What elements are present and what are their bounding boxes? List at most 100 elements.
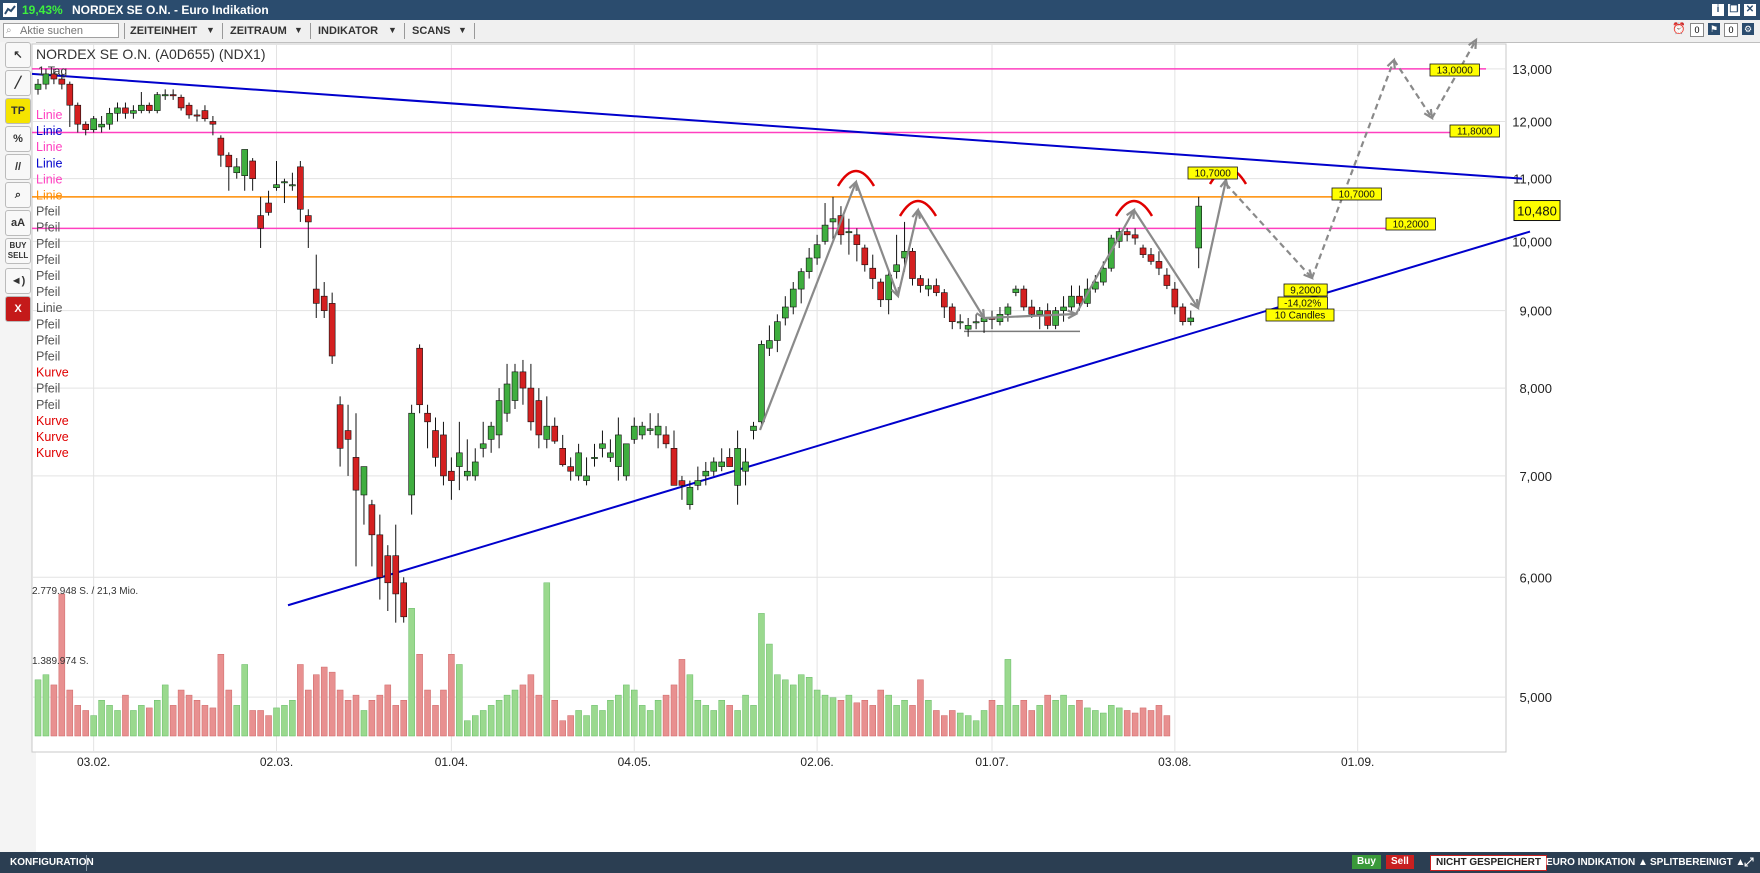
candle-body [193,114,201,117]
x-tick-label: 03.02. [77,755,110,769]
konfiguration-button[interactable]: KONFIGURATION [10,857,94,868]
volume-bar [50,684,58,737]
sound-tool[interactable]: ◄) [5,268,31,294]
settings-icon[interactable]: ⚙ [1742,23,1754,35]
candle-body [1155,261,1163,269]
candle-body [408,412,415,496]
volume-bar [1115,707,1123,737]
delete-tool[interactable]: X [5,296,31,322]
pattern-arrow [917,209,985,319]
candle-body [66,83,74,106]
euro-indikation-menu[interactable]: EURO INDIKATION ▲ [1546,857,1648,868]
last-price-box [1513,200,1561,222]
line-tool[interactable]: ╱ [5,70,31,96]
volume-bar [146,707,153,737]
volume-bar [591,705,598,737]
volume-bar [1147,710,1155,737]
legend-item: Kurve [36,430,69,444]
candle-body [1068,295,1075,308]
candle-body [138,104,145,111]
pattern-arrow [983,312,1077,320]
volume-bar [42,674,50,737]
expand-icon[interactable]: ⤢ [1744,855,1754,869]
volume-bar [654,699,662,737]
alarm-icon[interactable]: ⏰ [1672,23,1686,35]
price-chart[interactable]: 03.02. 02.03. 01.04. 04.05. 02.06. 01.07. 03.0… [0,0,1760,852]
volume-bar [750,705,757,737]
save-status-badge[interactable]: NICHT GESPEICHERT [1430,855,1548,871]
legend-item: Pfeil [36,350,60,364]
candle-body [1084,288,1091,304]
chevron-down-icon[interactable]: ▼ [388,25,397,35]
volume-bar [448,654,455,737]
percent-tool[interactable]: % [5,126,31,152]
info-button[interactable]: i [1712,4,1724,16]
candle-body [1020,288,1028,308]
candle-body [1076,295,1083,304]
volume-bar [352,694,360,737]
candle-body [1147,254,1155,262]
flag-icon[interactable]: ⚑ [1708,23,1720,35]
splitbereinigt-menu[interactable]: SPLITBEREINIGT ▲ [1650,857,1746,868]
buy-sell-tool[interactable]: BUY SELL [5,238,31,264]
legend-item: Pfeil [36,333,60,347]
candle-body [368,504,376,536]
cursor-tool[interactable]: ↖ [5,42,31,68]
annotation-label: 13,0000 [1437,66,1474,77]
buy-button[interactable]: Buy [1352,855,1381,869]
legend-item: Linie [36,140,62,154]
candle-body [845,231,853,234]
volume-bar [360,710,368,737]
menu-indikator[interactable]: INDIKATOR [318,25,379,37]
volume-bar [487,705,495,737]
close-button[interactable]: ✕ [1744,4,1756,16]
volume-bar [313,674,320,737]
candle-body [861,247,869,266]
candle-body [50,73,58,80]
candle-body [265,202,272,213]
volume-bar [154,699,161,737]
volume-bar [567,715,574,737]
candle-body [662,434,670,445]
zoom-tool[interactable]: ⌕ [5,182,31,208]
parallel-tool[interactable]: // [5,154,31,180]
menu-zeitraum[interactable]: ZEITRAUM [230,25,287,37]
volume-bar [885,694,892,737]
badge-count-a[interactable]: 0 [1690,23,1704,37]
candle-body [654,425,662,436]
volume-bar [1139,707,1147,737]
candle-body [34,83,42,90]
sell-button[interactable]: Sell [1386,855,1414,869]
candle-body [42,73,50,85]
menu-scans[interactable]: SCANS [412,25,451,37]
candle-body [273,184,280,189]
menu-zeiteinheit[interactable]: ZEITEINHEIT [130,25,198,37]
volume-bar [1004,659,1012,737]
volume-bar [511,689,519,737]
badge-count-b[interactable]: 0 [1724,23,1738,37]
candle-body [885,274,892,301]
chevron-down-icon[interactable]: ▼ [458,25,467,35]
text-tool[interactable]: aA [5,210,31,236]
tp-tool[interactable]: TP [5,98,31,124]
candle-body [432,430,439,458]
volume-bar [440,689,447,737]
candle-body [1036,310,1043,315]
legend-item: Linie [36,108,62,122]
volume-bar [1020,699,1028,737]
restore-button[interactable]: ❐ [1728,4,1740,16]
candle-body [583,475,590,481]
menu-divider [310,23,311,39]
chevron-down-icon[interactable]: ▼ [206,25,215,35]
candle-body [249,160,256,179]
volume-bar [408,608,415,737]
chevron-down-icon[interactable]: ▼ [294,25,303,35]
volume-bar [678,659,686,737]
candle-body [1107,237,1115,269]
candle-body [392,555,400,595]
x-tick-label: 02.06. [800,755,833,769]
candle-body [972,321,980,324]
search-input[interactable] [3,23,119,38]
arrow-head [1467,37,1478,50]
volume-bar [623,684,630,737]
